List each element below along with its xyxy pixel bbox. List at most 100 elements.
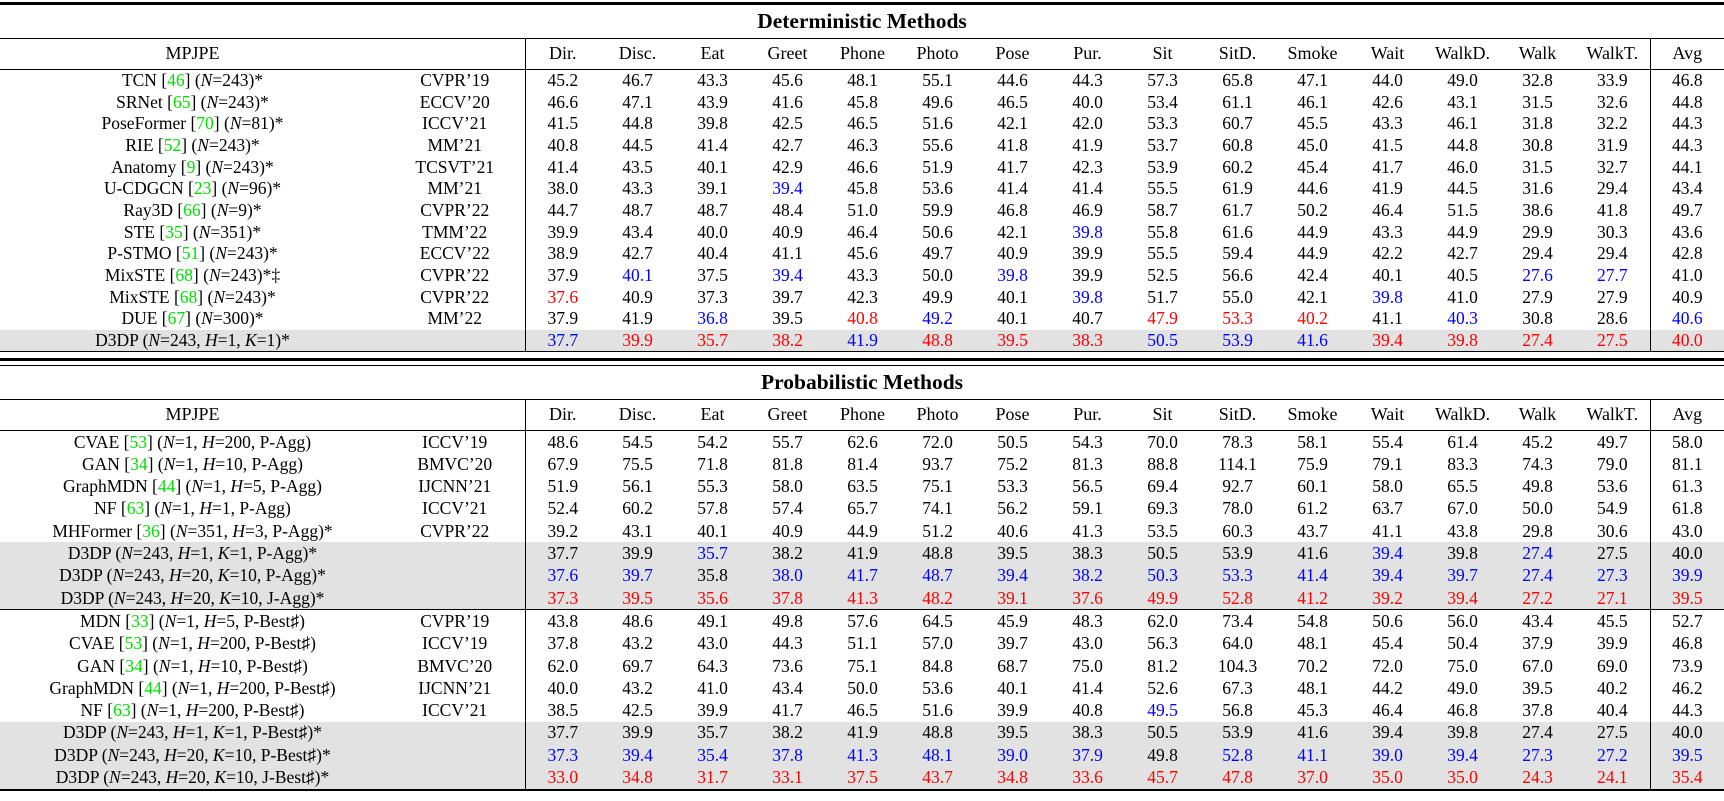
col-header-photo: Photo: [900, 38, 975, 70]
venue-label: ICCV’19: [422, 633, 488, 654]
metric-value-cell: 41.6: [772, 91, 803, 112]
metric-value-cell: 33.9: [1596, 69, 1628, 90]
table-row-nf: NF [63] (N=1, H=200, P-Best♯) ICCV’21 38.5…: [0, 699, 1724, 722]
metric-value-cell: 39.4: [772, 265, 803, 286]
avg-value-cell: 58.0: [1649, 430, 1724, 454]
col-header-wait: Wait: [1350, 38, 1425, 70]
metric-value-cell: 39.4: [1350, 542, 1425, 565]
citation-link[interactable]: 44: [144, 677, 162, 698]
metric-value-cell: 54.2: [697, 431, 728, 452]
metric-value-cell: 27.9: [1596, 286, 1628, 307]
avg-value-cell: 40.0: [1649, 329, 1724, 352]
citation-link[interactable]: 34: [130, 453, 148, 474]
metric-value-cell: 40.1: [997, 308, 1028, 329]
metric-value-cell: 52.8: [1200, 587, 1275, 610]
avg-value-cell: 39.9: [1649, 564, 1724, 588]
metric-value-cell: 27.3: [1575, 564, 1650, 588]
metric-value-cell: 52.5: [1147, 265, 1178, 286]
avg-value-cell: 39.5: [1649, 587, 1724, 610]
citation-link[interactable]: 36: [142, 520, 160, 541]
metric-value-cell: 55.5: [1147, 243, 1178, 264]
metric-value-cell: 39.1: [975, 587, 1050, 610]
citation-link[interactable]: 34: [125, 655, 143, 676]
metric-value-cell: 56.1: [622, 476, 653, 497]
citation-link[interactable]: 68: [179, 286, 198, 307]
metric-value-cell: 39.1: [697, 178, 728, 199]
metric-value-cell: 50.4: [1447, 633, 1478, 654]
metric-value-cell: 41.6: [1275, 329, 1350, 352]
venue-label: IJCNN’21: [418, 476, 492, 497]
citation-link[interactable]: 51: [181, 243, 200, 264]
metric-value-cell: 54.8: [1275, 609, 1350, 633]
metric-value-cell: 51.2: [922, 520, 953, 541]
metric-value-cell: 63.5: [847, 476, 878, 497]
metric-value-cell: 45.2: [1522, 431, 1553, 452]
metric-value-cell: 27.5: [1575, 329, 1650, 352]
metric-value-cell: 61.1: [1222, 91, 1253, 112]
citation-link[interactable]: 67: [167, 308, 186, 329]
metric-value-cell: 75.1: [847, 655, 878, 676]
citation-link[interactable]: 44: [157, 476, 176, 497]
metric-value-cell: 48.7: [697, 199, 728, 220]
table-row-u-cdgcn: U-CDGCN [23] (N=96)* MM’21 38.0 43.3 39.1 39.…: [0, 177, 1724, 200]
metric-value-cell: 49.0: [1447, 677, 1478, 698]
metric-value-cell: 39.9: [600, 329, 675, 352]
citation-link[interactable]: 66: [183, 199, 201, 220]
metric-value-cell: 75.1: [922, 476, 953, 497]
metric-value-cell: 37.5: [697, 265, 728, 286]
citation-link[interactable]: 23: [193, 178, 212, 199]
metric-value-cell: 48.2: [900, 587, 975, 610]
citation-link[interactable]: 53: [124, 633, 143, 654]
col-header-walk: Walk: [1500, 399, 1575, 431]
metric-value-cell: 39.4: [975, 564, 1050, 588]
method-label: Anatomy [9] (N=243)*: [111, 156, 274, 177]
avg-value-cell: 35.4: [1649, 766, 1724, 790]
metric-value-cell: 44.5: [1447, 178, 1478, 199]
metric-value-cell: 53.6: [922, 178, 953, 199]
metric-value-cell: 48.6: [600, 609, 675, 633]
metric-value-cell: 44.8: [1447, 134, 1478, 155]
col-header-walkt: WalkT.: [1575, 399, 1650, 431]
metric-value-cell: 39.7: [600, 564, 675, 588]
venue-label: CVPR’22: [420, 199, 490, 220]
metric-value-cell: 60.2: [622, 498, 653, 519]
metric-value-cell: 43.2: [622, 633, 653, 654]
metric-value-cell: 46.4: [1372, 700, 1403, 721]
table-row-ray3d: Ray3D [66] (N=9)* CVPR’22 44.7 48.7 48.7 48.4…: [0, 199, 1724, 222]
method-label: D3DP (N=243, H=1, K=1)*: [0, 329, 385, 352]
citation-link[interactable]: 46: [167, 69, 185, 90]
metric-value-cell: 33.6: [1050, 766, 1125, 790]
citation-link[interactable]: 9: [186, 156, 196, 177]
metric-value-cell: 48.8: [900, 542, 975, 565]
citation-link[interactable]: 70: [196, 113, 214, 134]
citation-link[interactable]: 53: [129, 431, 147, 452]
method-label: NF [63] (N=1, H=200, P-Best♯): [80, 700, 305, 721]
citation-link[interactable]: 33: [131, 610, 149, 631]
metric-value-cell: 45.6: [772, 69, 803, 90]
citation-link[interactable]: 35: [165, 221, 183, 242]
table-row-cvae: CVAE [53] (N=1, H=200, P-Best♯) ICCV’19 37…: [0, 632, 1724, 655]
metric-value-cell: 39.9: [524, 221, 600, 243]
metric-value-cell: 29.8: [1522, 520, 1553, 541]
metric-value-cell: 41.9: [622, 308, 653, 329]
metric-value-cell: 41.1: [1372, 520, 1403, 541]
metric-value-cell: 41.6: [1275, 721, 1350, 745]
metric-value-cell: 39.8: [1372, 286, 1403, 307]
metric-value-cell: 37.9: [1522, 633, 1553, 654]
col-header-sitd: SitD.: [1200, 399, 1275, 431]
metric-value-cell: 44.2: [1372, 677, 1403, 698]
citation-link[interactable]: 68: [175, 265, 193, 286]
metric-value-cell: 37.8: [750, 587, 825, 610]
metric-value-cell: 42.2: [1372, 243, 1403, 264]
metric-value-cell: 64.3: [697, 655, 728, 676]
metric-value-cell: 52.6: [1147, 677, 1178, 698]
citation-link[interactable]: 63: [113, 700, 131, 721]
metric-value-cell: 43.3: [1372, 113, 1403, 134]
venue-label: ICCV’21: [422, 498, 488, 519]
metric-value-cell: 49.9: [922, 286, 953, 307]
metric-value-cell: 61.7: [1222, 199, 1253, 220]
citation-link[interactable]: 63: [126, 498, 145, 519]
citation-link[interactable]: 65: [172, 91, 191, 112]
citation-link[interactable]: 52: [163, 134, 182, 155]
metric-value-cell: 38.9: [524, 243, 600, 265]
